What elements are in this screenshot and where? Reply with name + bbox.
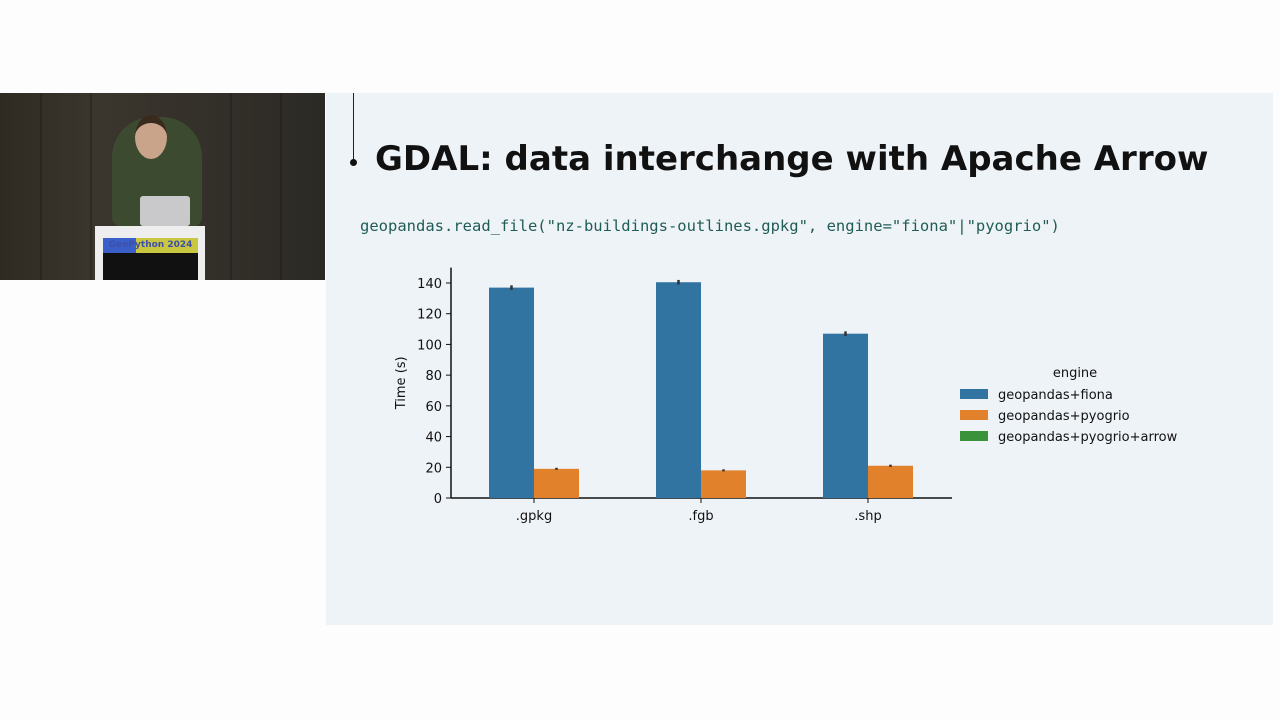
bar <box>656 282 701 498</box>
timeline-dot <box>350 159 357 166</box>
bar <box>534 468 579 498</box>
bar <box>489 287 534 498</box>
legend-swatch <box>960 389 988 399</box>
legend-label: geopandas+pyogrio <box>998 409 1130 424</box>
bar <box>868 465 913 498</box>
x-tick-label: .gpkg <box>516 509 552 524</box>
x-tick-label: .shp <box>854 509 881 524</box>
speaker-head <box>135 115 167 159</box>
code-snippet: geopandas.read_file("nz-buildings-outlin… <box>360 217 1060 235</box>
slide-title: GDAL: data interchange with Apache Arrow <box>375 139 1209 179</box>
legend-swatch <box>960 431 988 441</box>
slide: GDAL: data interchange with Apache Arrow… <box>326 93 1273 625</box>
y-tick-label: 20 <box>425 461 442 476</box>
speaker-video: GeoPython 2024 <box>0 93 325 280</box>
legend-label: geopandas+fiona <box>998 388 1113 403</box>
timeline-line <box>353 93 354 161</box>
y-axis-label: Time (s) <box>394 356 409 410</box>
legend-label: geopandas+pyogrio+arrow <box>998 430 1178 445</box>
y-tick-label: 60 <box>425 400 442 415</box>
y-tick-label: 80 <box>425 369 442 384</box>
laptop <box>140 196 190 226</box>
y-tick-label: 120 <box>417 308 442 323</box>
y-tick-label: 140 <box>417 277 442 292</box>
y-tick-label: 0 <box>434 492 442 507</box>
legend-title: engine <box>1053 366 1097 381</box>
x-tick-label: .fgb <box>688 509 713 524</box>
y-tick-label: 40 <box>425 431 442 446</box>
bar <box>823 333 868 498</box>
bar <box>701 470 746 498</box>
legend-swatch <box>960 410 988 420</box>
podium-sign: GeoPython 2024 <box>103 238 198 253</box>
y-tick-label: 100 <box>417 338 442 353</box>
